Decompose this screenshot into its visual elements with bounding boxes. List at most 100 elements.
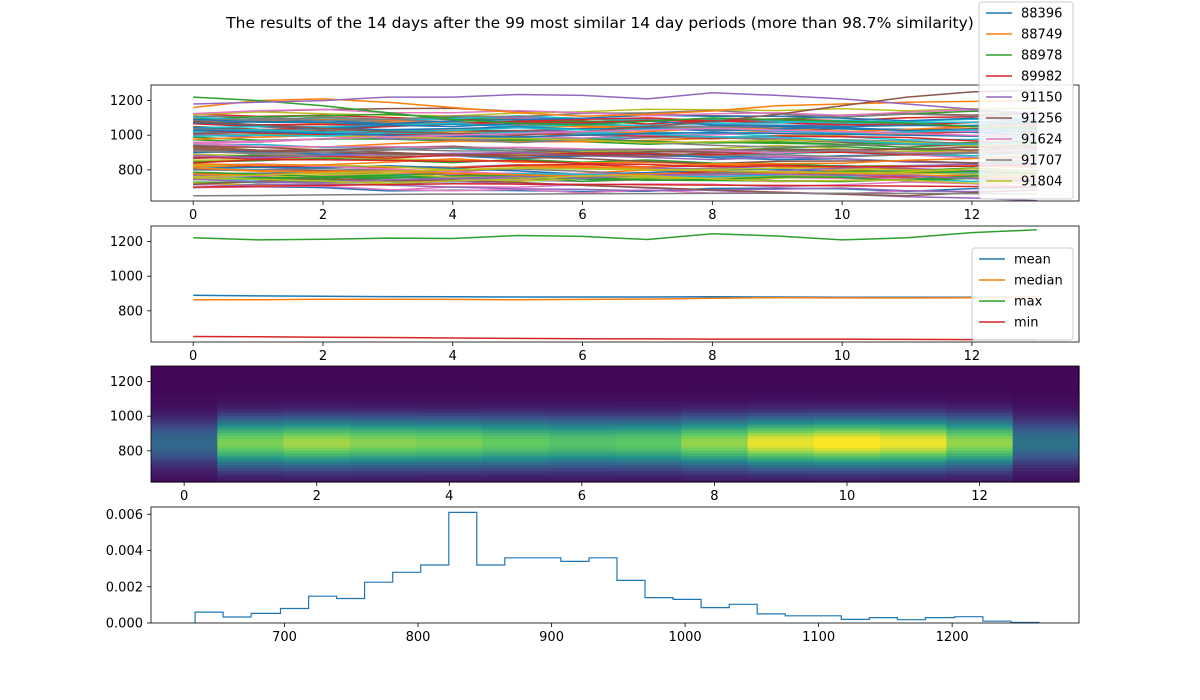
heatmap-cell: [283, 397, 351, 402]
heatmap-cell: [548, 386, 616, 390]
series-line: [193, 114, 1037, 125]
heatmap-cell: [880, 450, 947, 454]
heatmap-cell: [1012, 447, 1080, 451]
heatmap-cell: [349, 397, 417, 402]
heatmap-cell: [349, 392, 417, 396]
heatmap-cell: [482, 409, 550, 413]
heatmap-cell: [813, 426, 881, 431]
axes-frame: [150, 225, 1080, 343]
series-line: [193, 158, 1037, 168]
heatmap-cell: [217, 421, 285, 425]
series-line-91256: [193, 89, 1037, 136]
heatmap-cell: [416, 400, 483, 405]
heatmap-cell: [548, 432, 616, 437]
heatmap-cell: [946, 424, 1014, 428]
heatmap-cell: [1012, 444, 1080, 448]
heatmap-cell: [615, 366, 682, 370]
heatmap-cell: [151, 383, 218, 387]
heatmap-cell: [615, 415, 682, 419]
heatmap-cell: [615, 479, 682, 483]
heatmap-cell: [482, 479, 550, 483]
heatmap-cell: [548, 479, 616, 483]
heatmap-cell: [946, 366, 1014, 370]
series-line-88396: [193, 129, 1037, 138]
heatmap-cell: [217, 383, 285, 387]
heatmap-cell: [747, 418, 815, 422]
x-tick-label: 800: [406, 630, 431, 645]
heatmap-cell: [283, 415, 351, 419]
heatmap-cell: [681, 368, 749, 373]
heatmap-cell: [681, 383, 749, 387]
heatmap-cell: [880, 395, 947, 399]
heatmap-cell: [615, 432, 682, 437]
heatmap-cell: [1012, 380, 1080, 384]
heatmap-cell: [615, 453, 682, 457]
heatmap-cell: [1012, 406, 1080, 411]
y-tick-label: 1000: [110, 270, 143, 285]
heatmap-cell: [813, 435, 881, 440]
heatmap-cell: [151, 400, 218, 405]
heatmap-cell: [747, 438, 815, 442]
heatmap-cell: [946, 383, 1014, 387]
heatmap-cell: [349, 441, 417, 445]
heatmap-cell: [217, 397, 285, 402]
heatmap-cell: [217, 406, 285, 411]
heatmap-cell: [151, 406, 218, 411]
heatmap-cell: [747, 435, 815, 440]
heatmap-cell: [217, 450, 285, 454]
heatmap-cell: [615, 383, 682, 387]
heatmap-cell: [1012, 479, 1080, 483]
heatmap-cell: [946, 444, 1014, 448]
heatmap-cell: [217, 447, 285, 451]
heatmap-cell: [681, 415, 749, 419]
heatmap-cell: [548, 368, 616, 373]
heatmap-cell: [813, 464, 881, 469]
heatmap-cell: [615, 403, 682, 408]
legend-label: 88978: [1021, 49, 1062, 64]
legend-label: median: [1014, 274, 1063, 289]
legend-label: max: [1014, 295, 1043, 310]
heatmap-cell: [1012, 424, 1080, 428]
heatmap-cell: [813, 395, 881, 399]
heatmap-cell: [416, 447, 483, 451]
heatmap-cell: [681, 424, 749, 428]
axes-frame: [150, 365, 1080, 483]
heatmap-cell: [548, 447, 616, 451]
heatmap-cell: [349, 435, 417, 440]
heatmap-cell: [349, 479, 417, 483]
y-tick-label: 800: [118, 304, 143, 319]
heatmap-cell: [349, 380, 417, 384]
heatmap-cell: [349, 418, 417, 422]
heatmap-cell: [482, 418, 550, 422]
heatmap-cell: [283, 392, 351, 396]
heatmap-cell: [813, 368, 881, 373]
heatmap-cell: [681, 380, 749, 384]
x-tick-label: 1100: [802, 630, 835, 645]
series-line: [193, 144, 1037, 162]
x-tick-label: 12: [971, 489, 988, 504]
heatmap-cell: [548, 450, 616, 454]
heatmap-cell: [349, 470, 417, 474]
x-tick-label: 8: [708, 349, 716, 364]
heatmap-cell: [681, 470, 749, 474]
heatmap-cell: [416, 438, 483, 442]
heatmap-cell: [946, 392, 1014, 396]
heatmap-cell: [482, 476, 550, 480]
heatmap-cell: [151, 395, 218, 399]
y-tick-label: 1000: [110, 129, 143, 144]
heatmap-cell: [349, 395, 417, 399]
heatmap-cell: [283, 386, 351, 390]
heatmap-cell: [880, 386, 947, 390]
heatmap-cell: [283, 403, 351, 408]
heatmap-cell: [1012, 386, 1080, 390]
heatmap-cell: [217, 403, 285, 408]
heatmap-cell: [349, 383, 417, 387]
heatmap-cell: [349, 400, 417, 405]
series-line-91707: [193, 192, 1037, 197]
heatmap-cell: [151, 444, 218, 448]
heatmap-cell: [548, 409, 616, 413]
heatmap-cell: [813, 409, 881, 413]
heatmap-cell: [615, 374, 682, 379]
heatmap-cell: [747, 455, 815, 460]
heatmap-cell: [349, 455, 417, 460]
